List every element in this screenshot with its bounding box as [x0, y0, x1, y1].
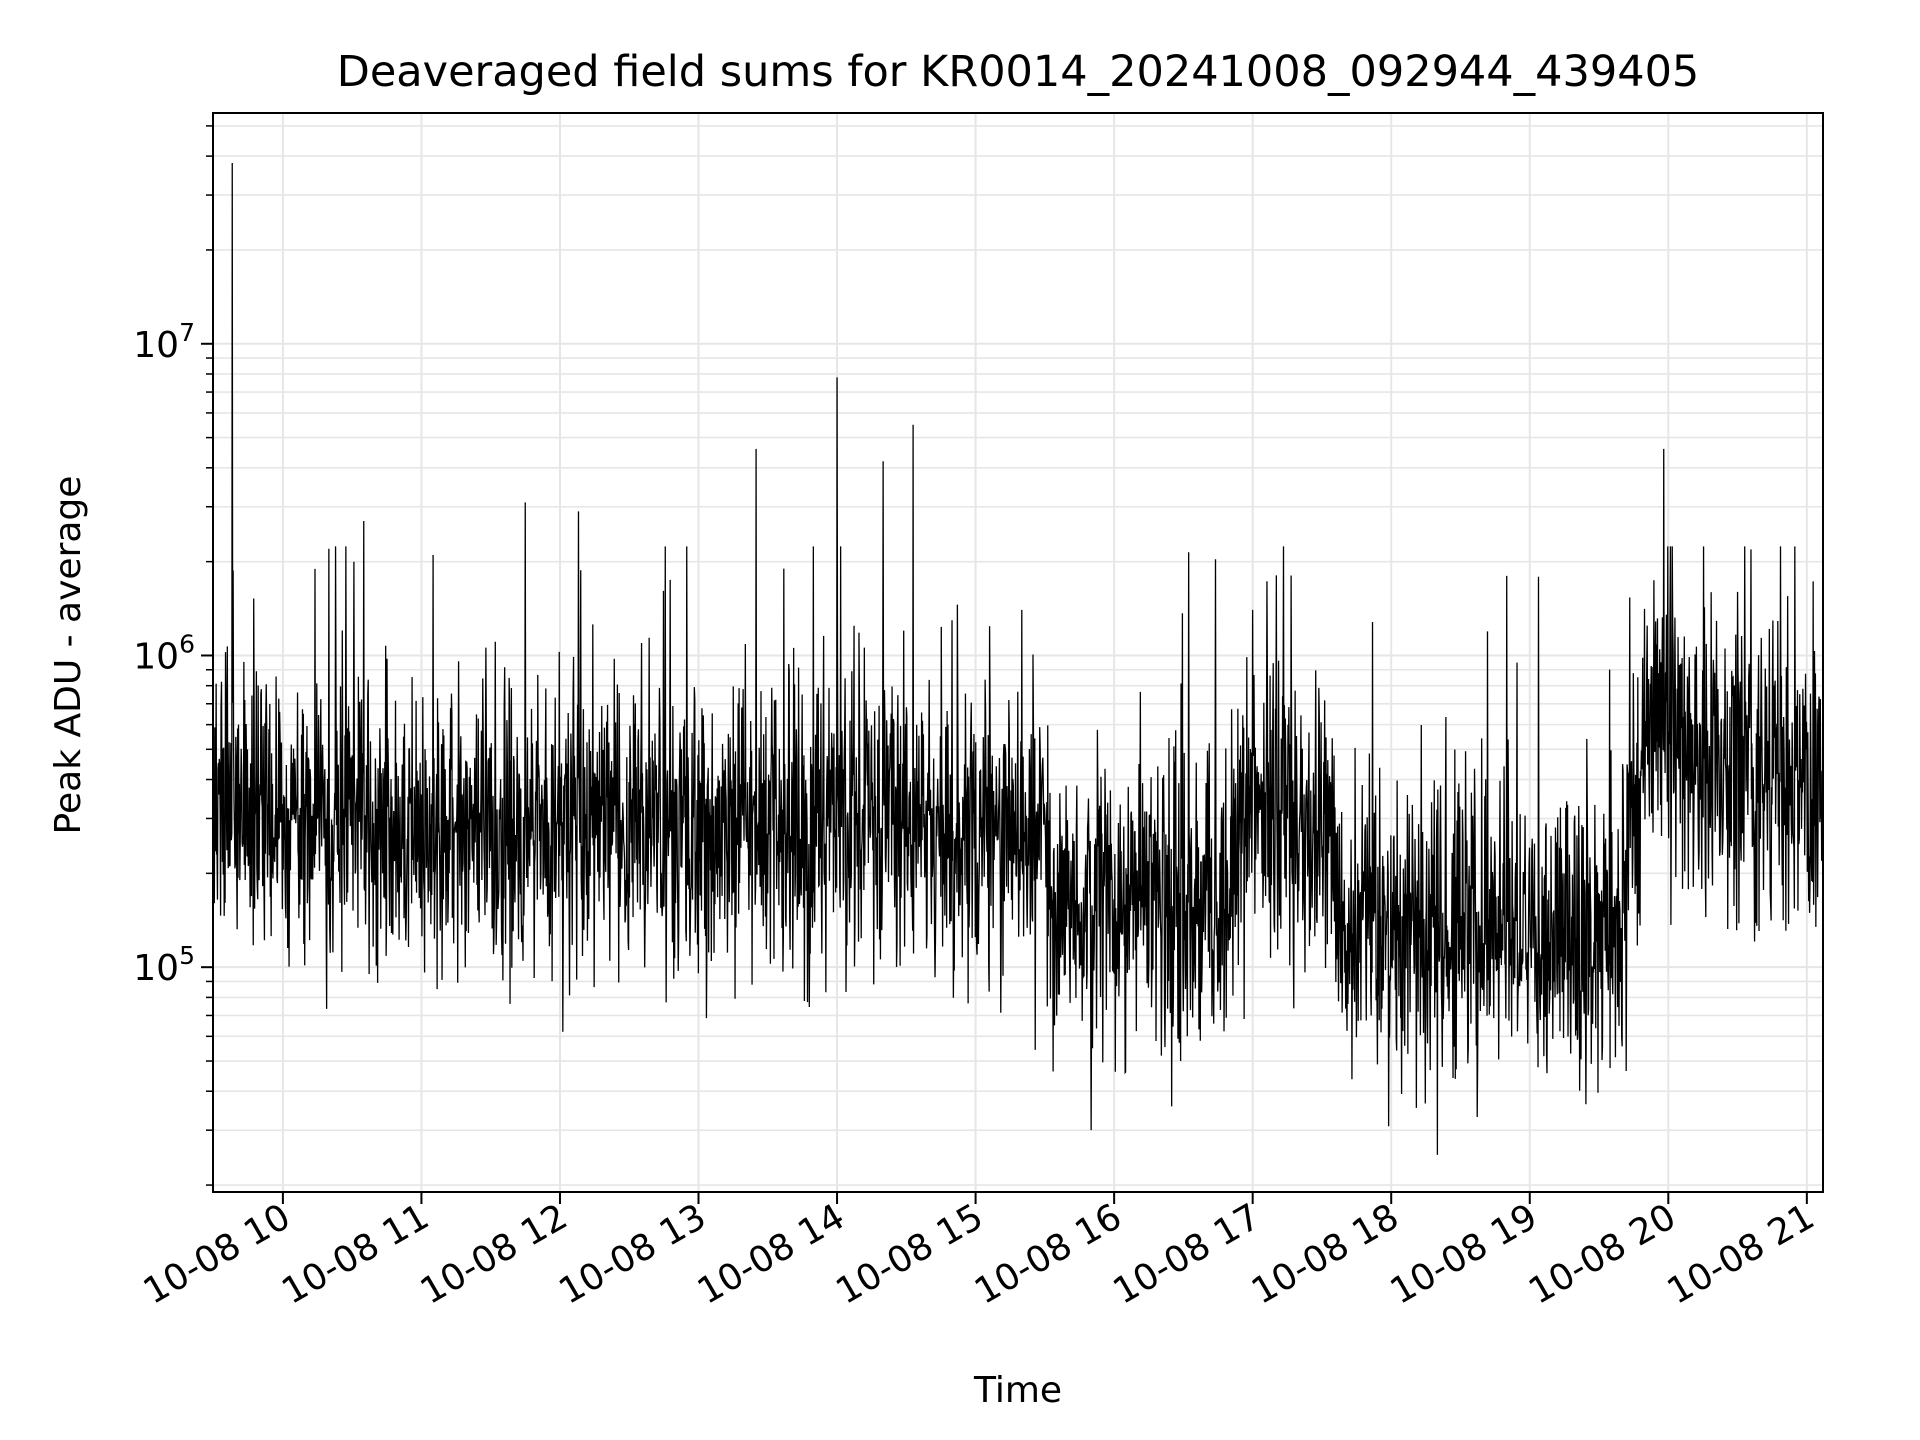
series-layer	[213, 163, 1823, 1155]
chart-title: Deaveraged field sums for KR0014_2024100…	[337, 47, 1700, 97]
y-axis-label: Peak ADU - average	[48, 476, 89, 835]
x-axis-label: Time	[973, 1370, 1062, 1411]
y-tick-label: 105	[133, 941, 195, 989]
y-axis-ticks: 105 106 107	[133, 125, 213, 1186]
y-tick-label: 107	[133, 318, 195, 366]
series-line	[213, 163, 1823, 1155]
plot-frame	[212, 112, 1824, 1193]
y-tick-label: 106	[133, 629, 195, 677]
